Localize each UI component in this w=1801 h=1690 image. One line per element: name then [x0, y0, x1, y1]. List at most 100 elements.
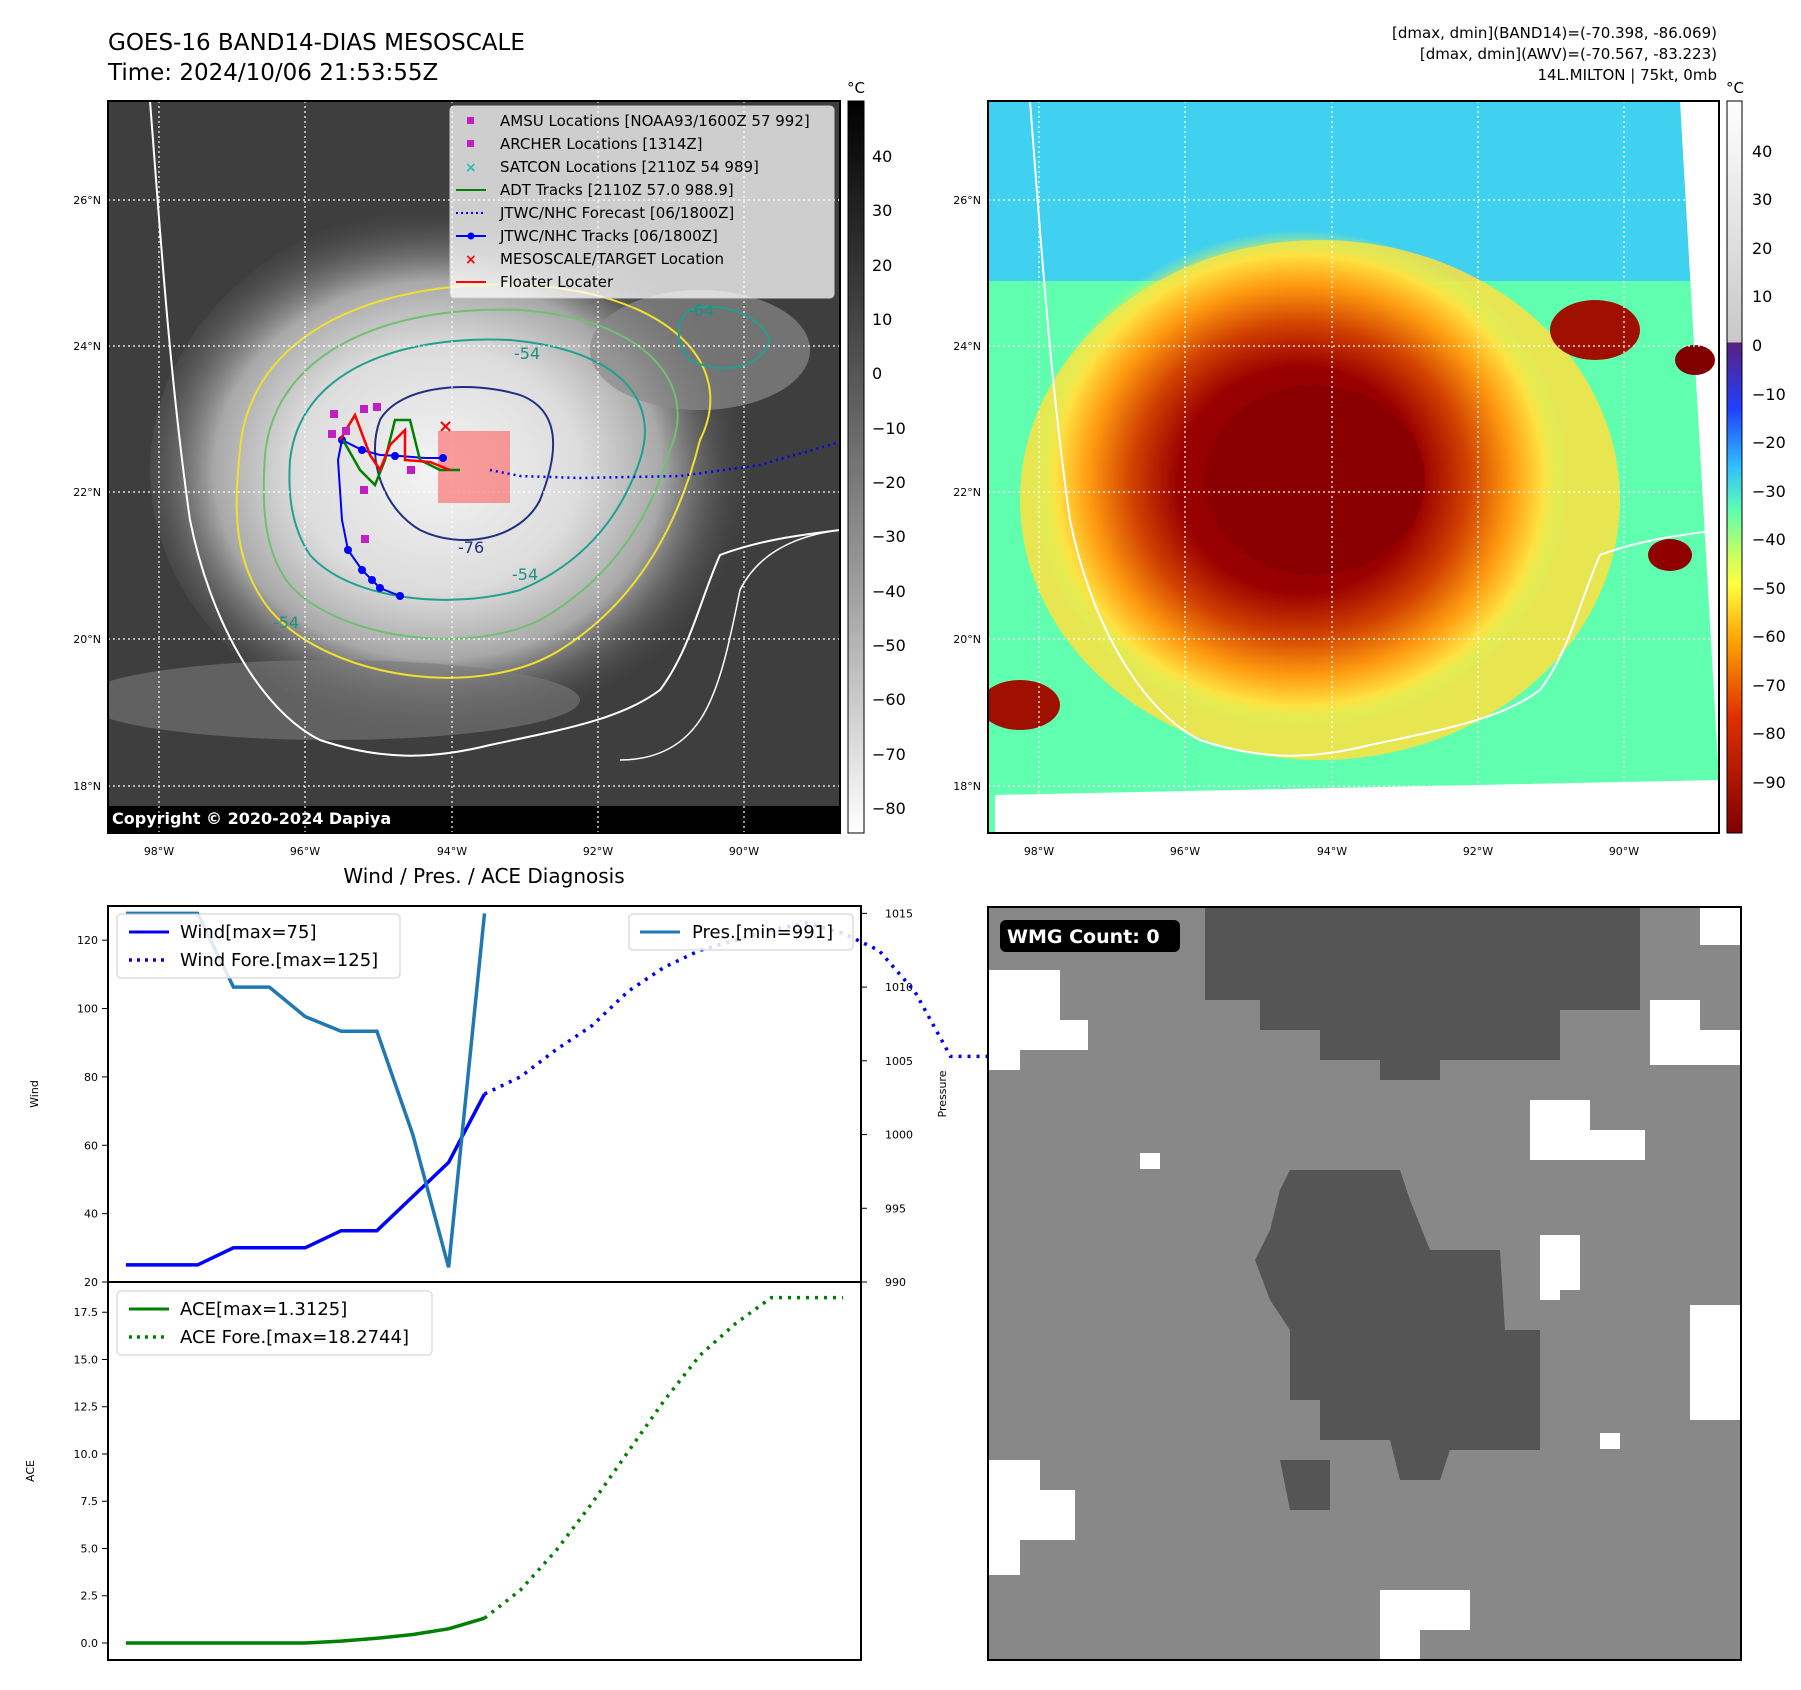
ir-colorbar-ticks: 40 30 20 10 0 −10 −20 −30 −40 −50 −60 −7… — [872, 147, 906, 818]
ir-colorbar — [847, 100, 865, 834]
lon-label-90w: 90°W — [1609, 845, 1639, 858]
wv-cell-east — [1648, 539, 1692, 571]
map-legend-box — [449, 105, 835, 299]
wmg-clear-patch-nw — [988, 970, 1088, 1070]
legend-tracks-label: JTWC/NHC Tracks [06/1800Z] — [499, 227, 718, 245]
amsu-marker — [328, 430, 336, 438]
ace-y-label: ACE — [24, 1460, 37, 1482]
ace-y-tick-label: 10.0 — [74, 1448, 99, 1461]
wind-y-tick-label: 20 — [84, 1276, 98, 1289]
wv-map-frame — [987, 100, 1720, 834]
wind-legend-box — [116, 913, 401, 979]
ir-tick: 20 — [872, 256, 892, 275]
lat-label-20n: 20°N — [73, 633, 101, 646]
pressure-y-label: Pressure — [936, 1070, 949, 1117]
contour-label-minus54-sw: -54 — [273, 613, 299, 632]
wv-cell-west — [988, 680, 1060, 730]
wv-colorbar — [1726, 100, 1743, 834]
lon-label-90w: 90°W — [729, 845, 759, 858]
lon-label-98w: 98°W — [1024, 845, 1054, 858]
track-point — [391, 452, 399, 460]
ir-yucatan-coast — [619, 529, 840, 761]
wv-colorbar-ticks: 40 30 20 10 0 −10 −20 −30 −40 −50 −60 −7… — [1752, 142, 1786, 792]
legend-amsu-marker — [467, 117, 474, 124]
wmg-clear-patch-e — [1530, 1100, 1645, 1160]
ace-y-tick-label: 0.0 — [81, 1637, 99, 1650]
ace-legend-label: ACE[max=1.3125] — [180, 1299, 347, 1320]
lon-label-92w: 92°W — [583, 845, 613, 858]
amsu-marker — [330, 410, 338, 418]
track-point — [358, 446, 366, 454]
ace-y-tick-label: 7.5 — [81, 1495, 99, 1508]
mesoscale-target-box — [438, 431, 510, 503]
wmg-panel: WMG Count: 0 — [987, 906, 1742, 1661]
track-point — [368, 576, 376, 584]
lat-label-18n: 18°N — [73, 780, 101, 793]
adt-track — [341, 418, 460, 488]
ir-tick: 10 — [872, 310, 892, 329]
lat-label-26n: 26°N — [953, 194, 981, 207]
ir-tick: −30 — [872, 527, 906, 546]
wind-y-label: Wind — [28, 1080, 41, 1108]
ir-cloud-band-south — [108, 660, 580, 740]
ir-map-panel: -64 -54 -76 -54 -54 — [73, 79, 906, 858]
pressure-y-tick-label: 1010 — [885, 981, 913, 994]
copyright: Copyright © 2020-2024 Dapiya — [112, 809, 391, 828]
lat-label-22n: 22°N — [73, 486, 101, 499]
header-awv-range: [dmax, dmin](AWV)=(-70.567, -83.223) — [1420, 45, 1717, 63]
ir-tick: 0 — [872, 364, 882, 383]
lon-label-96w: 96°W — [1170, 845, 1200, 858]
wmg-dark-region-center — [1255, 1170, 1540, 1480]
ir-tick: −60 — [872, 690, 906, 709]
figure-time: Time: 2024/10/06 21:53:55Z — [107, 60, 438, 86]
legend-forecast-label: JTWC/NHC Forecast [06/1800Z] — [499, 204, 734, 222]
amsu-marker — [360, 405, 368, 413]
ace-legend: ACE[max=1.3125] ACE Fore.[max=18.2744] — [116, 1290, 433, 1356]
wv-tick: −40 — [1752, 530, 1786, 549]
mesoscale-target-marker: × — [438, 416, 453, 437]
ace-y-axis: 0.0 2.5 5.0 7.5 10.0 12.5 15.0 17.5 — [74, 1306, 108, 1650]
archer-marker — [360, 486, 368, 494]
wmg-clear-patch-ne — [1700, 907, 1741, 945]
pressure-legend: Pres.[min=991] — [628, 913, 854, 951]
ace-panel: 0.0 2.5 5.0 7.5 10.0 12.5 15.0 17.5 ACE ACE[max… — [24, 1281, 862, 1661]
ir-coastline — [149, 101, 840, 757]
legend-amsu-label: AMSU Locations [NOAA93/1600Z 57 992] — [500, 112, 810, 130]
ir-lat-labels: 26°N 24°N 22°N 20°N 18°N — [73, 194, 101, 793]
wind-y-tick-label: 100 — [77, 1003, 98, 1016]
wind-y-tick-label: 80 — [84, 1071, 98, 1084]
wv-tick: 10 — [1752, 287, 1772, 306]
amsu-archer-markers — [328, 403, 415, 543]
legend-satcon-label: SATCON Locations [2110Z 54 989] — [500, 158, 759, 176]
legend-target-marker: × — [465, 252, 477, 268]
lon-label-98w: 98°W — [144, 845, 174, 858]
lon-label-94w: 94°W — [437, 845, 467, 858]
wv-tick: −50 — [1752, 579, 1786, 598]
wv-tick: 40 — [1752, 142, 1772, 161]
ace-forecast-line — [483, 1295, 844, 1620]
legend-tracks-dot — [467, 232, 475, 240]
ir-tick: −80 — [872, 799, 906, 818]
ir-tick: −50 — [872, 636, 906, 655]
wmg-clear-patch-e2 — [1540, 1235, 1580, 1300]
wv-lon-labels: 98°W 96°W 94°W 92°W 90°W — [1024, 845, 1639, 858]
pressure-y-tick-label: 1000 — [885, 1129, 913, 1142]
wind-forecast-legend-label: Wind Fore.[max=125] — [180, 950, 378, 971]
ir-contour-yellow — [235, 283, 712, 679]
ace-observed-line — [125, 1616, 485, 1645]
wv-tick: −90 — [1752, 773, 1786, 792]
wv-cold-top — [1205, 385, 1425, 575]
wv-lat-labels: 26°N 24°N 22°N 20°N 18°N — [953, 194, 981, 793]
track-point — [344, 546, 352, 554]
wmg-clear-dot — [1600, 1433, 1620, 1449]
ir-tick: −10 — [872, 419, 906, 438]
contour-label-minus54-east: -54 — [512, 565, 538, 584]
ace-y-tick-label: 2.5 — [81, 1590, 99, 1603]
ir-contour-teal-ne — [677, 305, 772, 370]
lon-label-96w: 96°W — [290, 845, 320, 858]
wv-tick: −60 — [1752, 627, 1786, 646]
wind-y-tick-label: 120 — [77, 934, 98, 947]
ir-lon-labels: 98°W 96°W 94°W 92°W 90°W — [144, 845, 759, 858]
track-point — [439, 454, 447, 462]
legend-floater-label: Floater Locater — [500, 273, 614, 291]
